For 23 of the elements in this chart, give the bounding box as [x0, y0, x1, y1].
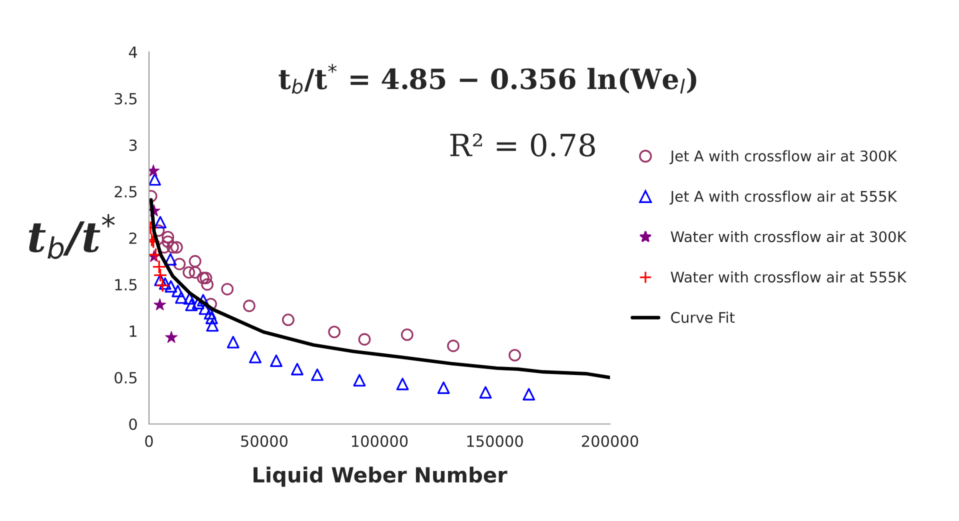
y-tick-label: 3.5	[114, 92, 137, 105]
legend-label: Curve Fit	[671, 312, 735, 323]
y-tick-label: 1.5	[115, 279, 137, 291]
y-axis-title: t$_{b}$/t$^{*}$	[28, 214, 115, 259]
annotation: t$_{b}$/t$^{*}$ = 4.85 − 0.356 ln(We$_{l}$)	[278, 64, 696, 94]
x-axis-title: Liquid Weber Number	[254, 466, 508, 487]
x-tick-label: 100000	[352, 435, 408, 447]
y-tick-label: 1	[130, 326, 136, 337]
legend-label: Water with crossflow air at 555K	[670, 271, 907, 283]
y-tick-label: 2.5	[114, 186, 137, 198]
y-tick-label: 2	[129, 232, 136, 244]
annotation: R² = 0.78	[450, 133, 595, 157]
x-tick-label: 50000	[241, 435, 288, 447]
y-tick-label: 3	[129, 139, 137, 152]
legend-label: Jet A with crossflow air at 555K	[670, 190, 898, 205]
legend-label: Jet A with crossflow air at 300K	[670, 150, 898, 164]
legend-label: Water with crossflow air at 300K	[670, 230, 907, 242]
x-tick-label: 150000	[467, 435, 523, 447]
y-tick-label: 0	[129, 418, 137, 430]
x-tick-label: 0	[145, 435, 153, 447]
y-tick-label: 0.5	[114, 372, 137, 384]
y-tick-label: 4	[128, 46, 138, 58]
x-tick-label: 200000	[582, 435, 638, 447]
